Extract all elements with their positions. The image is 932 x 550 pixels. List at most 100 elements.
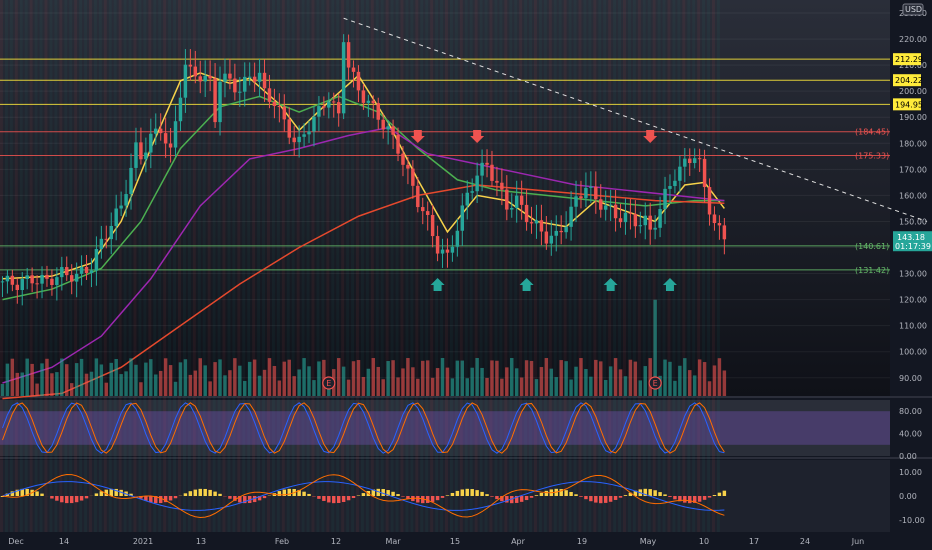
volume-bar (69, 383, 74, 396)
volume-bar (346, 379, 351, 396)
macd-histogram-bar (653, 490, 657, 496)
candle-body (79, 266, 84, 274)
candle-body (65, 267, 69, 276)
volume-bar (505, 367, 509, 396)
session-stripe (326, 0, 330, 532)
macd-histogram-bar (668, 496, 672, 497)
macd-histogram-bar (74, 496, 79, 503)
session-stripe (257, 0, 261, 532)
session-stripe (262, 0, 266, 532)
candle-body (327, 101, 331, 108)
last-price-badge (893, 231, 932, 252)
volume-bar (233, 358, 237, 396)
macd-histogram-bar (386, 490, 390, 496)
volume-bar (119, 374, 123, 396)
earnings-marker (322, 376, 336, 390)
candle-body (475, 175, 479, 192)
volume-bar (712, 365, 717, 396)
candle-body (322, 106, 326, 108)
volume-bar (574, 366, 578, 396)
session-stripe (375, 0, 379, 532)
session-stripe (647, 0, 651, 532)
volume-bar (40, 363, 44, 396)
session-stripe (271, 0, 275, 532)
candle-body (584, 187, 588, 199)
session-stripe (360, 0, 364, 532)
y-tick-label: 130.00 (899, 270, 927, 279)
volume-bar (257, 375, 262, 396)
volume-bar (613, 358, 618, 396)
macd-histogram-bar (579, 496, 583, 497)
volume-bar (134, 364, 138, 396)
session-stripe (321, 0, 325, 532)
candle-body (623, 212, 628, 223)
candle-body (653, 227, 657, 230)
macd-histogram-bar (163, 496, 168, 503)
candle-body (84, 266, 89, 274)
candle-body (455, 230, 460, 247)
macd-histogram-bar (717, 492, 722, 496)
candle-body (356, 71, 361, 91)
y-tick-label: 0.00 (899, 452, 917, 461)
macd-histogram-bar (307, 493, 311, 496)
session-stripe (697, 0, 701, 532)
volume-bar (65, 364, 69, 396)
session-stripe (182, 0, 186, 532)
macd-histogram-bar (252, 496, 257, 503)
volume-bar (421, 360, 425, 396)
session-stripe (712, 0, 715, 532)
macd-histogram-bar (336, 496, 341, 503)
level-label: 204.22 (895, 76, 923, 85)
macd-histogram-bar (183, 493, 188, 496)
candle-body (45, 274, 49, 279)
volume-bar (322, 359, 326, 396)
macd-histogram-bar (712, 495, 717, 496)
candle-body (396, 134, 400, 154)
macd-histogram-bar (139, 496, 143, 499)
candle-body (94, 248, 99, 271)
macd-histogram-bar (692, 496, 697, 503)
candle-body (697, 158, 702, 160)
volume-bar (30, 363, 34, 396)
session-stripe (98, 0, 102, 532)
y-tick-label: 10.00 (899, 468, 922, 477)
candle-body (371, 100, 376, 104)
candle-body (351, 67, 356, 72)
candle-body (534, 220, 539, 224)
level-label: (140.61) (855, 242, 889, 251)
y-tick-label: 210.00 (899, 61, 927, 70)
macd-histogram-bar (465, 488, 469, 496)
session-stripe (410, 0, 414, 532)
session-stripe (192, 0, 196, 532)
session-stripe (682, 0, 686, 532)
y-tick-label: -10.00 (899, 516, 925, 525)
candle-body (564, 226, 568, 233)
session-stripe (538, 0, 542, 532)
candle-body (391, 126, 395, 135)
candle-body (5, 275, 10, 282)
volume-bar (485, 377, 489, 396)
volume-bar (569, 379, 573, 396)
macd-histogram-bar (688, 496, 692, 504)
volume-bar (139, 382, 143, 396)
session-stripe (222, 0, 226, 532)
session-stripe (692, 0, 696, 532)
volume-bar (470, 367, 474, 396)
candle-body (30, 275, 34, 284)
session-stripe (351, 0, 355, 532)
candle-body (401, 153, 405, 165)
candle-body (514, 195, 519, 209)
last-price-label: 143.18 (897, 233, 925, 242)
volume-bar (188, 374, 193, 396)
candle-body (603, 205, 608, 210)
session-stripe (69, 0, 73, 532)
macd-histogram-bar (584, 496, 588, 500)
macd-histogram-bar (475, 490, 479, 496)
volume-bar (386, 361, 390, 396)
candle-body (712, 214, 717, 224)
macd-histogram-bar (297, 489, 301, 496)
macd-histogram-bar (94, 493, 99, 496)
session-stripe (479, 0, 483, 532)
